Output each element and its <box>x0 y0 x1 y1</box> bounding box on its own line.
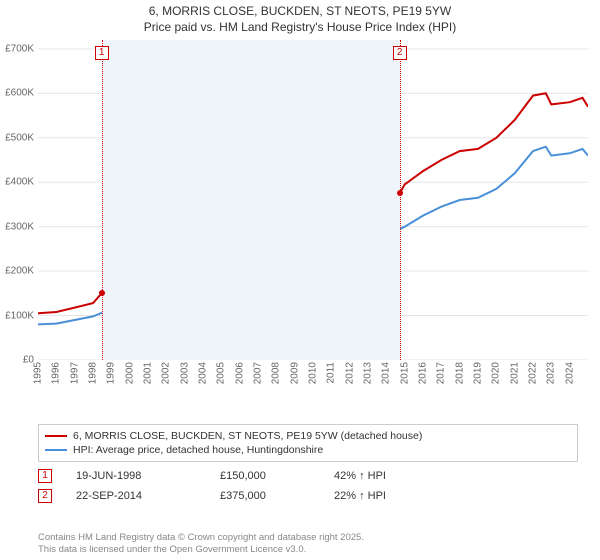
event-row-date: 19-JUN-1998 <box>76 470 196 482</box>
x-tick-label: 2016 <box>418 362 429 384</box>
event-row-number: 1 <box>38 469 52 483</box>
y-tick-label: £400K <box>5 177 34 188</box>
ownership-band <box>102 40 400 360</box>
x-tick-label: 2022 <box>528 362 539 384</box>
x-tick-label: 2005 <box>216 362 227 384</box>
event-row: 2 22-SEP-2014 £375,000 22% ↑ HPI <box>38 486 578 506</box>
x-tick-label: 2008 <box>271 362 282 384</box>
legend-swatch <box>45 435 67 437</box>
x-tick-label: 1998 <box>88 362 99 384</box>
x-tick-label: 1997 <box>69 362 80 384</box>
attribution-line-2: This data is licensed under the Open Gov… <box>38 544 578 556</box>
x-tick-label: 2012 <box>344 362 355 384</box>
x-tick-label: 2011 <box>326 362 337 384</box>
x-tick-label: 2006 <box>234 362 245 384</box>
legend: 6, MORRIS CLOSE, BUCKDEN, ST NEOTS, PE19… <box>38 424 578 462</box>
legend-label: 6, MORRIS CLOSE, BUCKDEN, ST NEOTS, PE19… <box>73 430 422 442</box>
x-tick-label: 2007 <box>253 362 264 384</box>
x-tick-label: 2003 <box>179 362 190 384</box>
event-line <box>102 40 103 360</box>
plot-area: 12 <box>38 40 588 360</box>
y-tick-label: £600K <box>5 88 34 99</box>
x-tick-label: 1999 <box>106 362 117 384</box>
attribution-line-1: Contains HM Land Registry data © Crown c… <box>38 532 578 544</box>
x-tick-label: 2013 <box>363 362 374 384</box>
y-tick-label: £700K <box>5 43 34 54</box>
x-tick-label: 2019 <box>473 362 484 384</box>
x-tick-label: 2002 <box>161 362 172 384</box>
event-row: 1 19-JUN-1998 £150,000 42% ↑ HPI <box>38 466 578 486</box>
x-tick-label: 1995 <box>33 362 44 384</box>
x-tick-label: 2018 <box>454 362 465 384</box>
event-number-box: 2 <box>393 46 407 60</box>
y-axis-labels: £0£100K£200K£300K£400K£500K£600K£700K <box>0 40 36 360</box>
title-line-2: Price paid vs. HM Land Registry's House … <box>0 20 600 36</box>
event-line <box>400 40 401 360</box>
x-tick-label: 2020 <box>491 362 502 384</box>
x-tick-label: 2014 <box>381 362 392 384</box>
x-tick-label: 2017 <box>436 362 447 384</box>
events-table: 1 19-JUN-1998 £150,000 42% ↑ HPI 2 22-SEP-201… <box>38 466 578 506</box>
x-tick-label: 2004 <box>198 362 209 384</box>
attribution: Contains HM Land Registry data © Crown c… <box>38 532 578 556</box>
x-tick-label: 2000 <box>124 362 135 384</box>
legend-label: HPI: Average price, detached house, Hunt… <box>73 444 323 456</box>
x-tick-label: 2001 <box>143 362 154 384</box>
x-tick-label: 2010 <box>308 362 319 384</box>
x-tick-label: 2015 <box>399 362 410 384</box>
title-line-1: 6, MORRIS CLOSE, BUCKDEN, ST NEOTS, PE19… <box>0 4 600 20</box>
event-row-delta: 42% ↑ HPI <box>334 470 386 482</box>
x-tick-label: 2009 <box>289 362 300 384</box>
chart-container: 6, MORRIS CLOSE, BUCKDEN, ST NEOTS, PE19… <box>0 0 600 560</box>
chart-title: 6, MORRIS CLOSE, BUCKDEN, ST NEOTS, PE19… <box>0 0 600 35</box>
x-tick-label: 1996 <box>51 362 62 384</box>
event-row-price: £150,000 <box>220 470 310 482</box>
event-row-price: £375,000 <box>220 490 310 502</box>
x-tick-label: 2024 <box>564 362 575 384</box>
x-tick-label: 2023 <box>546 362 557 384</box>
y-tick-label: £300K <box>5 221 34 232</box>
event-row-delta: 22% ↑ HPI <box>334 490 386 502</box>
legend-swatch <box>45 449 67 451</box>
legend-row: HPI: Average price, detached house, Hunt… <box>45 443 571 457</box>
event-number-box: 1 <box>95 46 109 60</box>
y-tick-label: £100K <box>5 310 34 321</box>
legend-row: 6, MORRIS CLOSE, BUCKDEN, ST NEOTS, PE19… <box>45 429 571 443</box>
y-tick-label: £200K <box>5 266 34 277</box>
y-tick-label: £500K <box>5 132 34 143</box>
event-row-number: 2 <box>38 489 52 503</box>
x-axis-labels: 1995199619971998199920002001200220032004… <box>38 362 588 422</box>
event-row-date: 22-SEP-2014 <box>76 490 196 502</box>
x-tick-label: 2021 <box>509 362 520 384</box>
